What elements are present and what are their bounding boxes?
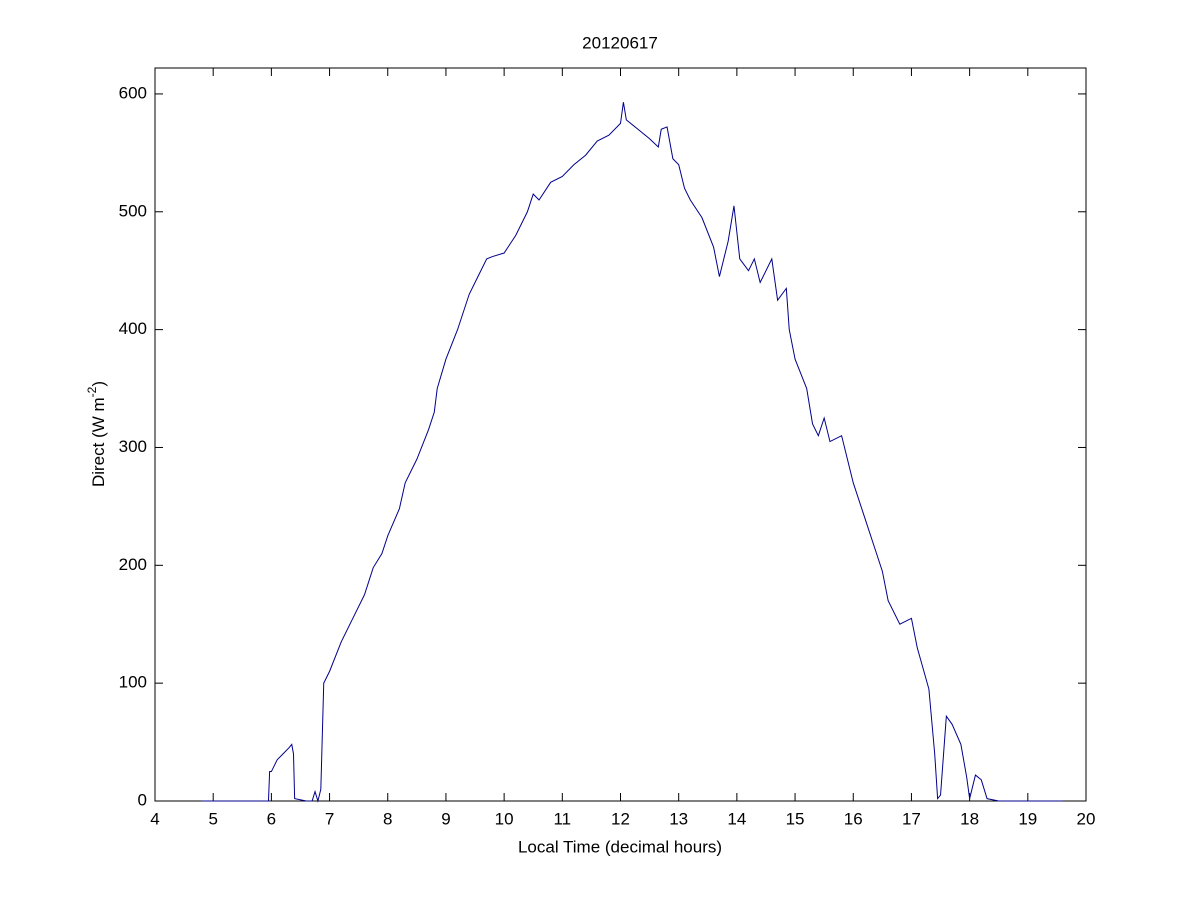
x-tick-label: 5 — [208, 809, 217, 828]
x-tick-label: 7 — [325, 809, 334, 828]
x-tick-label: 20 — [1077, 809, 1096, 828]
y-tick-label: 600 — [119, 83, 147, 102]
x-tick-label: 17 — [902, 809, 921, 828]
y-tick-label: 200 — [119, 555, 147, 574]
x-axis-label: Local Time (decimal hours) — [518, 837, 722, 856]
y-axis-label-sup: -2 — [85, 386, 99, 397]
x-tick-label: 11 — [553, 809, 571, 828]
x-tick-label: 15 — [786, 809, 805, 828]
data-line — [201, 102, 1063, 803]
x-tick-label: 6 — [267, 809, 276, 828]
y-tick-label: 100 — [119, 673, 147, 692]
x-tick-label: 14 — [727, 809, 746, 828]
x-tick-label: 16 — [844, 809, 863, 828]
y-axis-label-main: Direct (W m — [89, 397, 108, 487]
x-tick-label: 9 — [441, 809, 450, 828]
x-tick-label: 8 — [383, 809, 392, 828]
x-tick-label: 18 — [960, 809, 979, 828]
y-axis-label: Direct (W m-2) — [85, 381, 108, 487]
x-tick-label: 19 — [1018, 809, 1037, 828]
y-tick-label: 500 — [119, 201, 147, 220]
y-tick-label: 0 — [138, 790, 147, 809]
y-axis-label-end: ) — [89, 381, 108, 387]
y-tick-label: 300 — [119, 437, 147, 456]
x-tick-label: 4 — [150, 809, 159, 828]
y-tick-label: 400 — [119, 319, 147, 338]
chart-title: 20120617 — [582, 33, 658, 52]
x-tick-label: 13 — [669, 809, 688, 828]
x-tick-label: 12 — [611, 809, 630, 828]
x-tick-label: 10 — [495, 809, 514, 828]
